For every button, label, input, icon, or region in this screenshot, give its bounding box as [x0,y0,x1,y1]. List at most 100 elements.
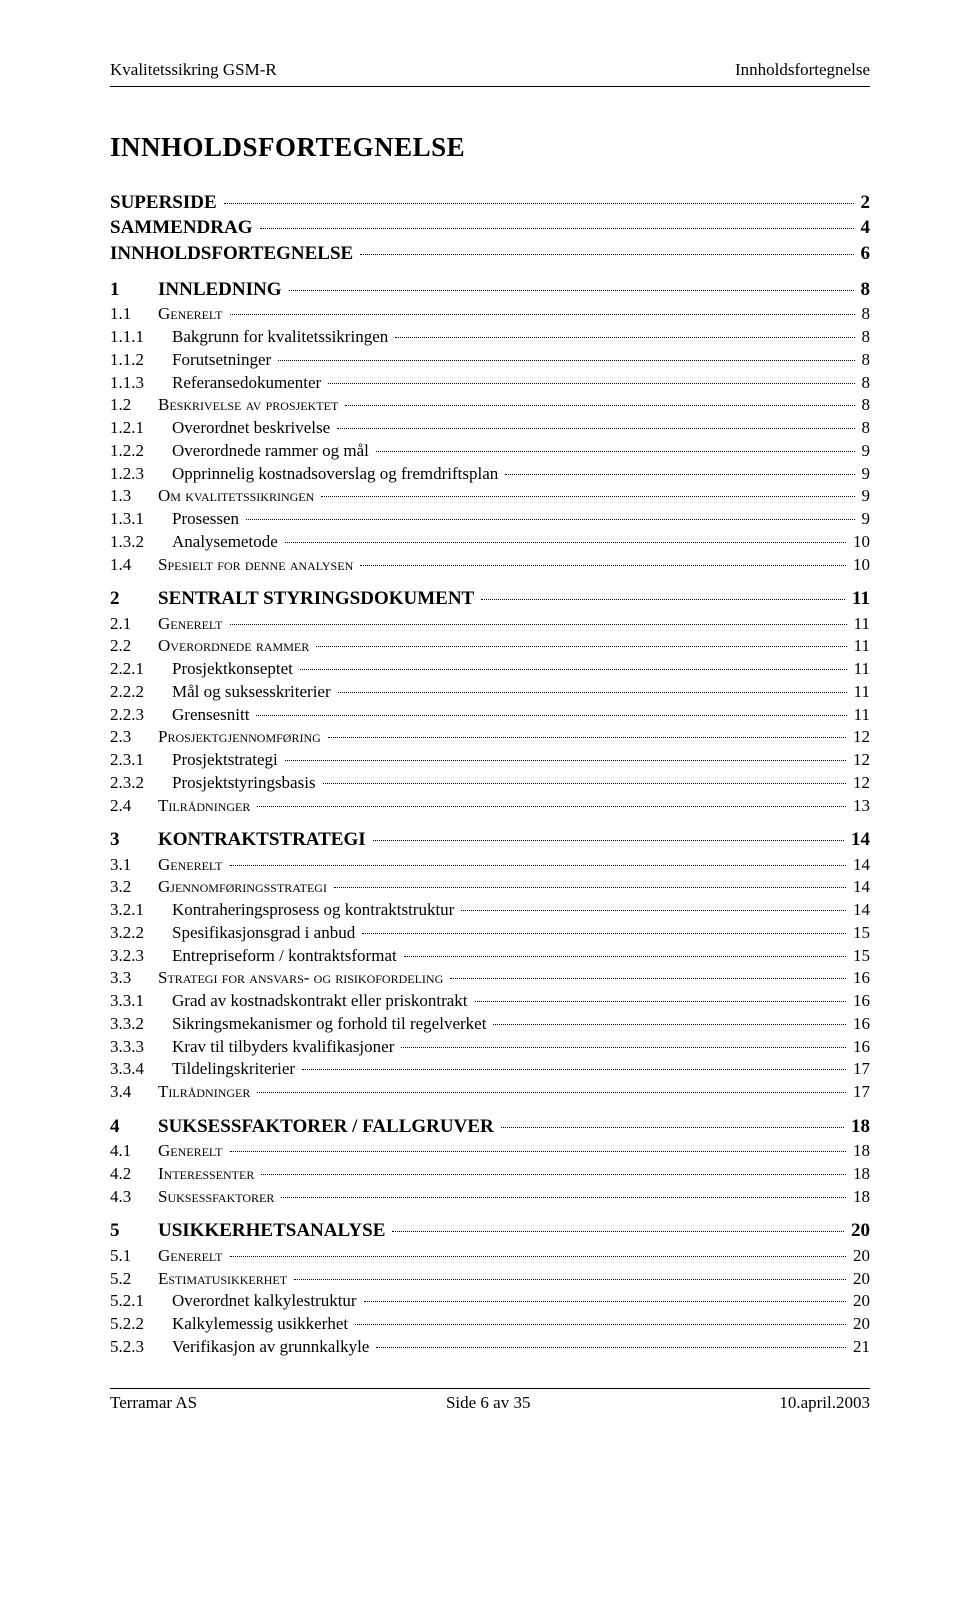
toc-entry: 4SUKSESSFAKTORER / FALLGRUVER18 [110,1115,870,1139]
toc-leader-dots [257,1092,846,1093]
toc-entry: 5.2.2Kalkylemessig usikkerhet20 [110,1313,870,1335]
toc-leader-dots [294,1279,846,1280]
toc-page-number: 20 [849,1268,870,1290]
toc-leader-dots [260,228,854,229]
header-rule [110,86,870,87]
toc-entry: 5.2Estimatusikkerhet20 [110,1268,870,1290]
toc-page-number: 12 [849,749,870,771]
toc-number: 3 [110,828,158,852]
toc-entry: SAMMENDRAG4 [110,216,870,240]
toc-entry: 3.2.3Entrepriseform / kontraktsformat15 [110,945,870,967]
toc-label: Tilrådninger [158,1081,254,1103]
toc-number: 5.2.1 [110,1290,172,1312]
toc-entry: 5.2.3Verifikasjon av grunnkalkyle21 [110,1336,870,1358]
toc-entry: 2.2.2Mål og suksesskriterier11 [110,681,870,703]
toc-entry: 2.3.2Prosjektstyringsbasis12 [110,772,870,794]
toc-label: Generelt [158,613,227,635]
toc-page-number: 8 [858,303,871,325]
toc-page-number: 13 [849,795,870,817]
toc-leader-dots [481,599,845,600]
toc-label: Prosjektstyringsbasis [172,772,320,794]
toc-number: 1.3.2 [110,531,172,553]
toc-number: 1.2.3 [110,463,172,485]
toc-entry: 2SENTRALT STYRINGSDOKUMENT11 [110,587,870,611]
toc-number: 5.2.2 [110,1313,172,1335]
toc-leader-dots [230,314,855,315]
toc-leader-dots [230,1151,847,1152]
toc-entry: 3.2.2Spesifikasjonsgrad i anbud15 [110,922,870,944]
toc-entry: 3KONTRAKTSTRATEGI14 [110,828,870,852]
toc-entry: 2.1Generelt11 [110,613,870,635]
toc-entry: 3.4Tilrådninger17 [110,1081,870,1103]
toc-page-number: 11 [850,635,870,657]
toc-entry: 1.1.1Bakgrunn for kvalitetssikringen8 [110,326,870,348]
toc-label: Overordnede rammer [158,635,313,657]
toc-leader-dots [316,646,846,647]
toc-page-number: 17 [849,1081,870,1103]
toc-number: 4 [110,1115,158,1139]
toc-number: 1.1.3 [110,372,172,394]
toc-label: Overordnet beskrivelse [172,417,334,439]
toc-label: SENTRALT STYRINGSDOKUMENT [158,587,478,611]
toc-page-number: 9 [858,485,871,507]
toc-leader-dots [392,1231,844,1232]
toc-number: 4.1 [110,1140,158,1162]
toc-page-number: 6 [857,242,871,266]
toc-label: Spesielt for denne analysen [158,554,357,576]
toc-label: USIKKERHETSANALYSE [158,1219,389,1243]
toc-page-number: 10 [849,554,870,576]
toc-page-number: 2 [857,191,871,215]
toc-leader-dots [257,806,846,807]
toc-page-number: 14 [847,828,870,852]
toc-leader-dots [289,290,854,291]
toc-label: Prosjektstrategi [172,749,282,771]
toc-label: Estimatusikkerhet [158,1268,291,1290]
toc-number: 3.3.1 [110,990,172,1012]
toc-number: 2.4 [110,795,158,817]
toc-page-number: 16 [849,1013,870,1035]
toc-leader-dots [328,737,846,738]
toc-entry: 3.3.3Krav til tilbyders kvalifikasjoner1… [110,1036,870,1058]
toc-number: 5.1 [110,1245,158,1267]
toc-label: Generelt [158,1140,227,1162]
toc-leader-dots [401,1047,846,1048]
toc-page-number: 12 [849,772,870,794]
toc-label: Prosessen [172,508,243,530]
toc-leader-dots [404,956,846,957]
toc-label: Prosjektgjennomføring [158,726,325,748]
toc-leader-dots [362,933,846,934]
toc-page-number: 12 [849,726,870,748]
toc-entry: 5USIKKERHETSANALYSE20 [110,1219,870,1243]
toc-leader-dots [323,783,846,784]
toc-number: 5 [110,1219,158,1243]
toc-page-number: 16 [849,967,870,989]
toc-page-number: 20 [849,1313,870,1335]
toc-label: Referansedokumenter [172,372,325,394]
toc-page-number: 8 [857,278,871,302]
toc-number: 1 [110,278,158,302]
toc-label: Tildelingskriterier [172,1058,299,1080]
toc-label: Tilrådninger [158,795,254,817]
toc-leader-dots [230,624,847,625]
toc-entry: 1.4Spesielt for denne analysen10 [110,554,870,576]
toc-page-number: 11 [850,681,870,703]
toc-entry: 4.2Interessenter18 [110,1163,870,1185]
toc-page-number: 15 [849,945,870,967]
toc-page-number: 18 [849,1140,870,1162]
toc-entry: 3.3.2Sikringsmekanismer og forhold til r… [110,1013,870,1035]
toc-number: 2.1 [110,613,158,635]
toc-number: 3.1 [110,854,158,876]
toc-label: Generelt [158,854,227,876]
toc-entry: 1.2.1Overordnet beskrivelse8 [110,417,870,439]
toc-number: 2.2.2 [110,681,172,703]
toc-number: 3.3 [110,967,158,989]
toc-page-number: 16 [849,990,870,1012]
toc-leader-dots [501,1127,844,1128]
toc-leader-dots [461,910,846,911]
document-title: INNHOLDSFORTEGNELSE [110,132,870,163]
toc-entry: 1INNLEDNING8 [110,278,870,302]
toc-number: 3.2 [110,876,158,898]
toc-leader-dots [278,360,854,361]
toc-leader-dots [395,337,854,338]
toc-label: Opprinnelig kostnadsoverslag og fremdrif… [172,463,502,485]
